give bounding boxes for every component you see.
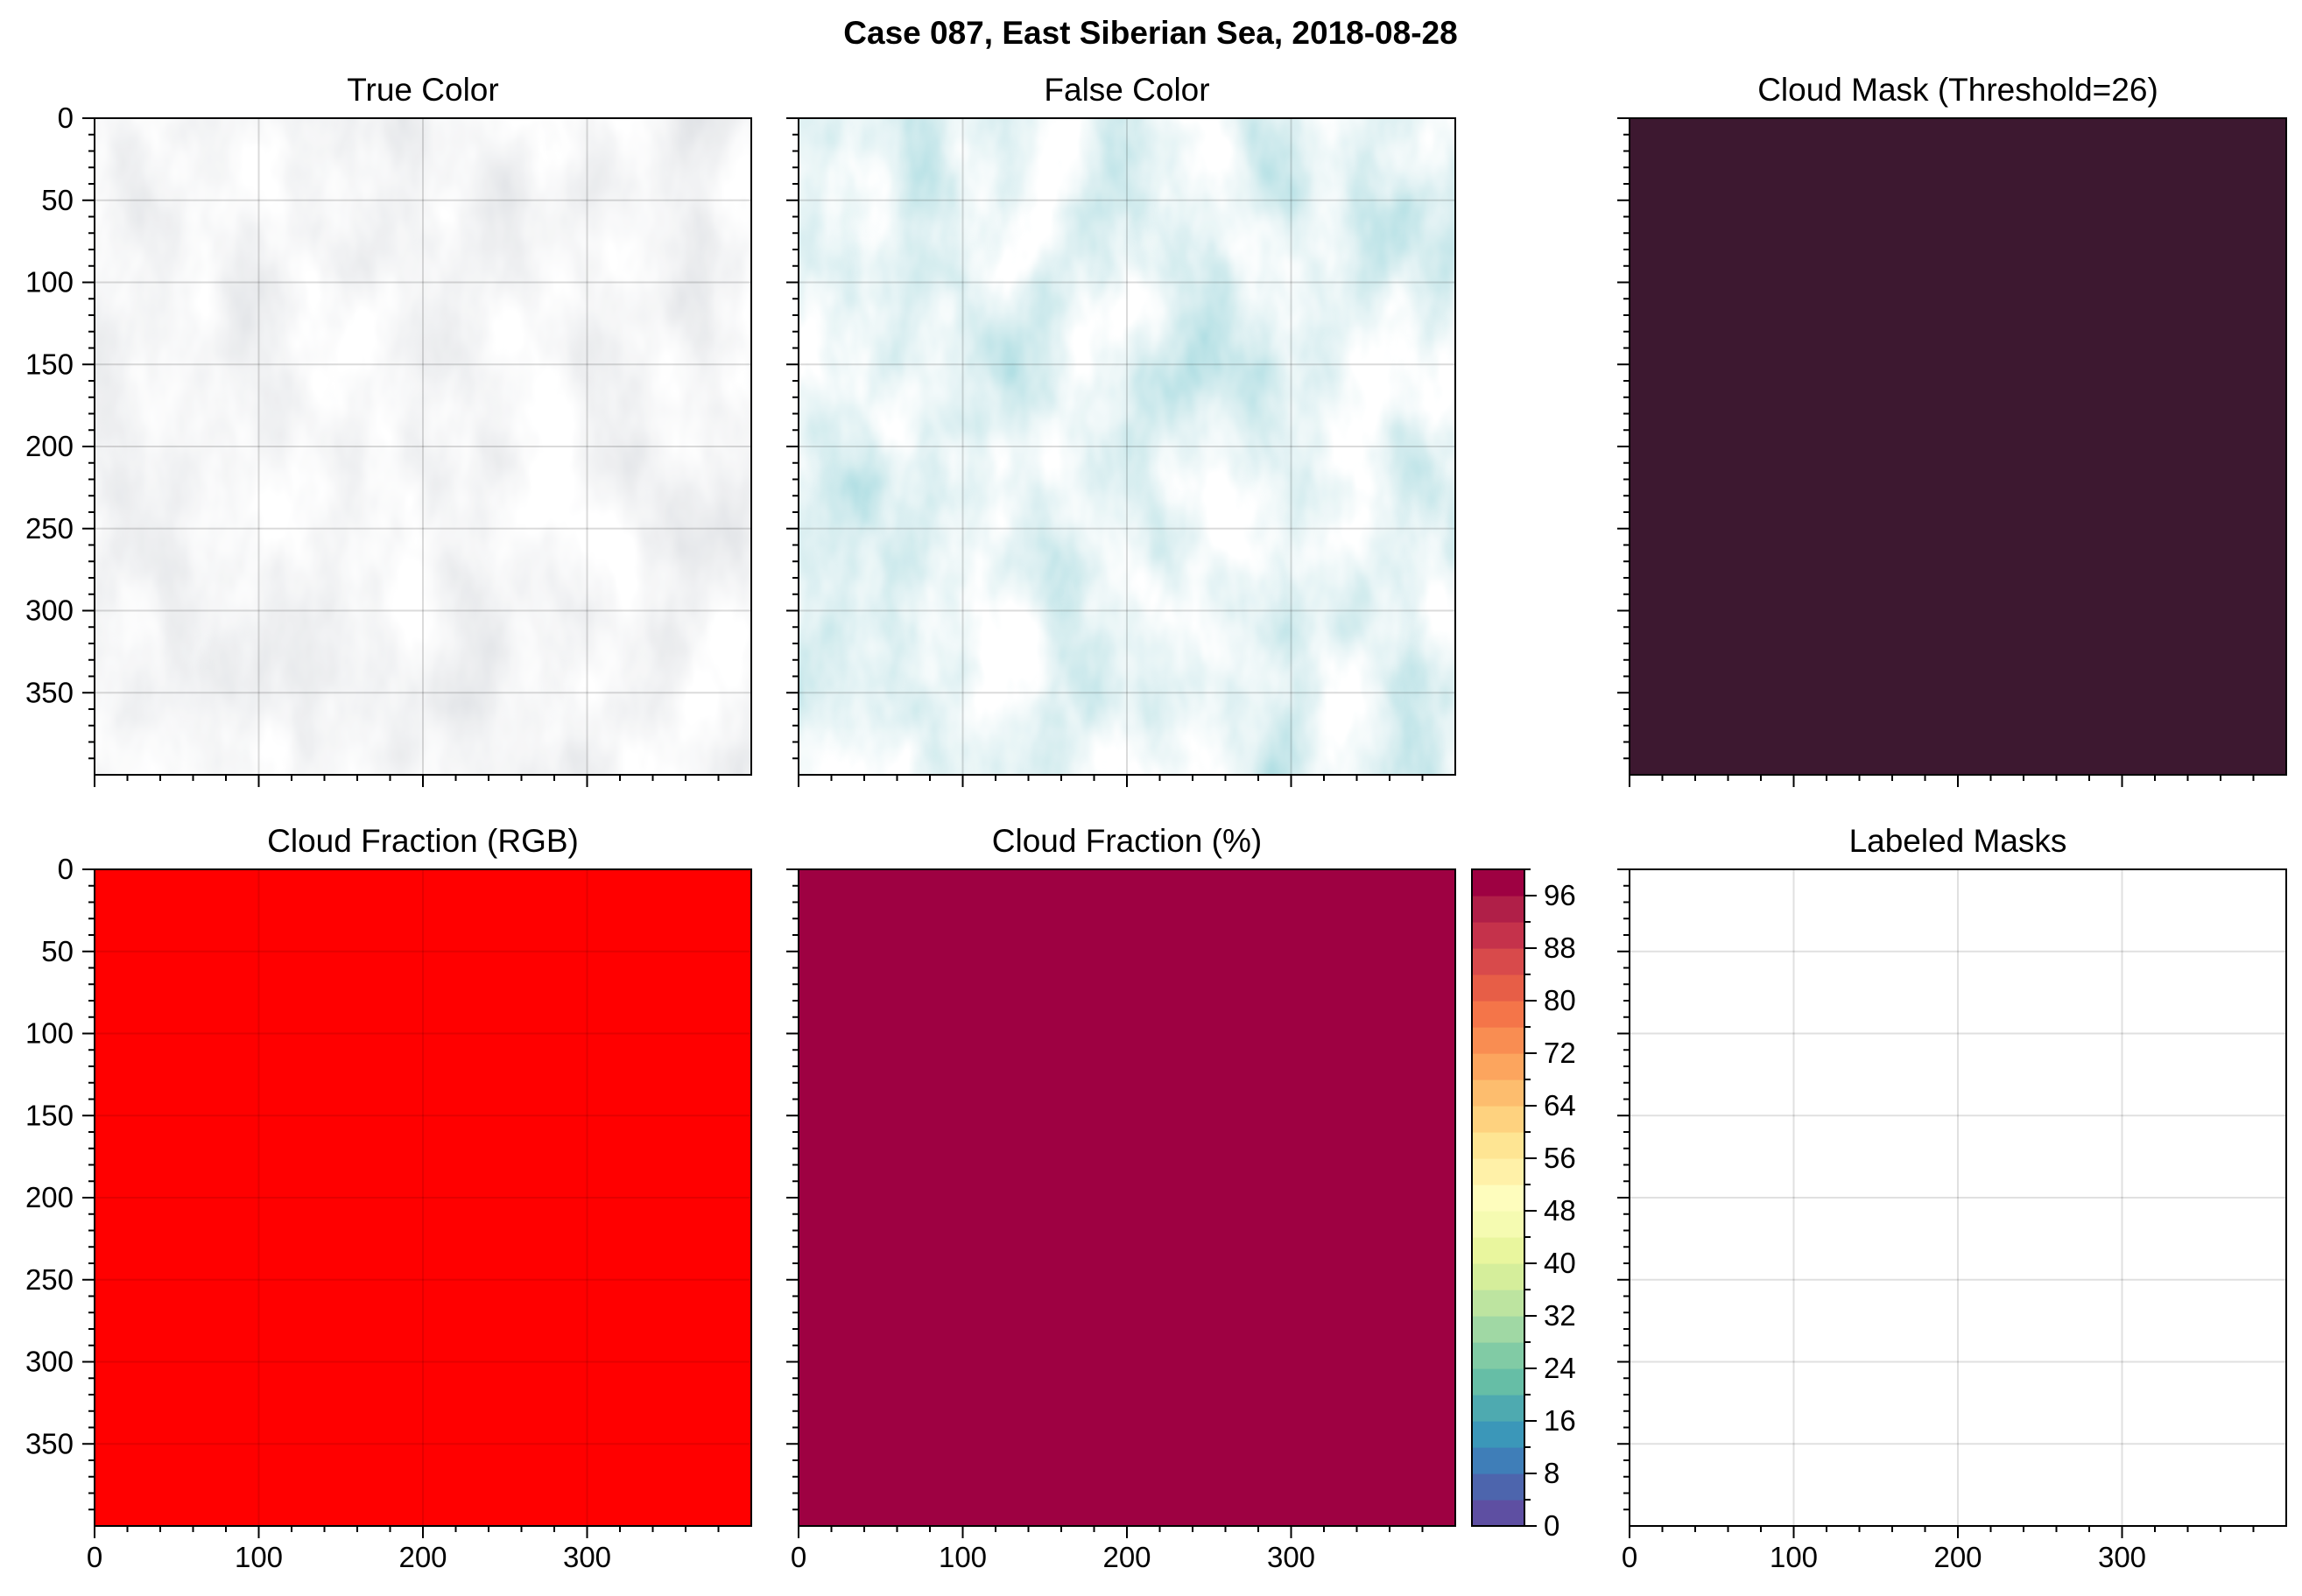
colorbar-segment — [1472, 1211, 1524, 1238]
y-tick-label: 100 — [25, 266, 74, 299]
labeled-masks-field — [1630, 869, 2286, 1526]
y-tick-label: 100 — [25, 1017, 74, 1050]
colorbar-tick-label: 0 — [1544, 1509, 1559, 1542]
colorbar-segment — [1472, 1079, 1524, 1107]
colorbar-segment — [1472, 1342, 1524, 1369]
cloud-mask-field — [1630, 118, 2286, 775]
colorbar-segment — [1472, 1290, 1524, 1317]
figure-title: Case 087, East Siberian Sea, 2018-08-28 — [843, 15, 1457, 51]
colorbar-segment — [1472, 1106, 1524, 1133]
colorbar-segment — [1472, 922, 1524, 949]
colorbar-segment — [1472, 1473, 1524, 1501]
false-color-title: False Color — [1044, 72, 1209, 108]
colorbar-segment — [1472, 1421, 1524, 1448]
colorbar-segment — [1472, 1368, 1524, 1396]
colorbar-tick-label: 56 — [1544, 1142, 1576, 1174]
colorbar-segment — [1472, 1395, 1524, 1422]
x-tick-label: 300 — [563, 1541, 611, 1573]
cloud-fraction-pct-title: Cloud Fraction (%) — [992, 823, 1262, 859]
colorbar-segment — [1472, 1053, 1524, 1080]
colorbar-segment — [1472, 896, 1524, 923]
colorbar: 0 8 16 24 32 40 48 56 64 72 80 88 96 — [1471, 868, 1576, 1542]
colorbar-tick-label: 48 — [1544, 1194, 1576, 1227]
y-tick-label: 250 — [25, 1263, 74, 1296]
colorbar-tick-label: 64 — [1544, 1089, 1576, 1121]
x-tick-label: 200 — [1933, 1541, 1982, 1573]
colorbar-segment — [1472, 1316, 1524, 1343]
panel-labeled-masks: Labeled Masks 0 100 200 300 — [1617, 823, 2287, 1573]
colorbar-tick-label: 16 — [1544, 1404, 1576, 1437]
cloud-mask-title: Cloud Mask (Threshold=26) — [1757, 72, 2158, 108]
y-tick-label: 150 — [25, 1099, 74, 1131]
x-tick-label: 0 — [791, 1541, 806, 1573]
colorbar-segment — [1472, 1158, 1524, 1185]
colorbar-segment — [1472, 1001, 1524, 1028]
x-tick-label: 300 — [1267, 1541, 1315, 1573]
y-tick-label: 350 — [25, 1427, 74, 1459]
panel-false-color: False Color — [786, 72, 1456, 787]
true-color-title: True Color — [347, 72, 498, 108]
y-tick-label: 250 — [25, 512, 74, 545]
colorbar-tick-label: 88 — [1544, 932, 1576, 964]
x-tick-label: 0 — [87, 1541, 102, 1573]
colorbar-segment — [1472, 1500, 1524, 1527]
y-tick-label: 50 — [41, 935, 74, 967]
colorbar-frame — [1471, 868, 1525, 1527]
panel-cloud-fraction-rgb: Cloud Fraction (RGB) 0 50 100 150 200 250 300 35… — [25, 823, 752, 1573]
colorbar-segment — [1472, 974, 1524, 1002]
y-tick-label: 300 — [25, 594, 74, 627]
colorbar-tick-label: 32 — [1544, 1299, 1576, 1332]
y-tick-label: 200 — [25, 430, 74, 462]
y-tick-label: 200 — [25, 1181, 74, 1213]
panel-cloud-fraction-pct: Cloud Fraction (%) 0 100 200 300 0 8 16 24 32 40 48… — [786, 823, 1576, 1573]
colorbar-tick-label: 96 — [1544, 879, 1576, 911]
labeled-masks-title: Labeled Masks — [1849, 823, 2067, 859]
colorbar-segment — [1472, 869, 1524, 896]
x-tick-label: 100 — [235, 1541, 283, 1573]
true-color-texture — [95, 118, 751, 775]
y-tick-label: 300 — [25, 1346, 74, 1378]
colorbar-segment — [1472, 1132, 1524, 1159]
colorbar-segment — [1472, 948, 1524, 975]
colorbar-segment — [1472, 1447, 1524, 1474]
colorbar-tick-label: 72 — [1544, 1037, 1576, 1069]
colorbar-segment — [1472, 1185, 1524, 1212]
colorbar-tick-label: 80 — [1544, 984, 1576, 1016]
colorbar-tick-label: 8 — [1544, 1457, 1559, 1489]
cloud-fraction-rgb-field — [95, 869, 751, 1526]
x-tick-label: 300 — [2098, 1541, 2146, 1573]
cloud-fraction-rgb-title: Cloud Fraction (RGB) — [267, 823, 579, 859]
x-tick-label: 100 — [1770, 1541, 1818, 1573]
x-tick-label: 200 — [398, 1541, 447, 1573]
x-tick-label: 100 — [939, 1541, 987, 1573]
colorbar-tick-label: 40 — [1544, 1247, 1576, 1279]
panel-cloud-mask: Cloud Mask (Threshold=26) — [1617, 72, 2287, 787]
colorbar-segment — [1472, 1263, 1524, 1290]
y-tick-label: 0 — [58, 102, 74, 134]
y-tick-label: 350 — [25, 676, 74, 708]
panel-true-color: True Color 0 50 100 150 200 250 300 350 — [25, 72, 752, 787]
x-tick-label: 200 — [1102, 1541, 1151, 1573]
y-tick-label: 0 — [58, 853, 74, 885]
y-tick-label: 150 — [25, 348, 74, 380]
colorbar-tick-label: 24 — [1544, 1352, 1576, 1384]
false-color-texture — [799, 118, 1455, 775]
x-tick-label: 0 — [1622, 1541, 1637, 1573]
cloud-fraction-pct-field — [799, 869, 1455, 1526]
y-tick-label: 50 — [41, 184, 74, 216]
panels: True Color 0 50 100 150 200 250 300 350 False Col… — [25, 72, 2287, 1573]
colorbar-segment — [1472, 1237, 1524, 1264]
colorbar-segment — [1472, 1027, 1524, 1054]
